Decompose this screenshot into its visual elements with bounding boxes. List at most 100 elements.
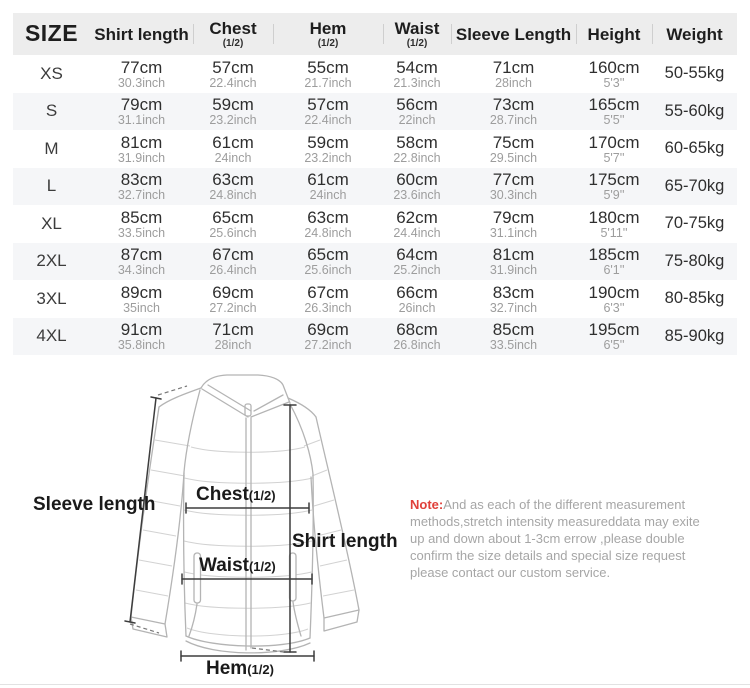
cm-value: 180cm [588,207,640,227]
table-row: 2XL 87cm 34.3inch 67cm 26.4inch 65cm 25.6inch 6… [13,242,737,281]
measure-cell: 190cm 6'3'' [576,280,652,318]
inch-value: 26.4inch [209,263,257,278]
inch-value: 24inch [214,150,252,165]
inch-value: 31.9inch [117,150,166,165]
cm-value: 59cm [307,132,349,152]
table-row: 4XL 91cm 35.8inch 71cm 28inch 69cm 27.2inch 68c… [13,317,737,356]
cm-value: 55cm [307,57,349,77]
table-row: XS 77cm 30.3inch 57cm 22.4inch 55cm 21.7inch 54… [13,55,737,93]
table-row: M 81cm 31.9inch 61cm 24inch 59cm 23.2inch 58cm 2… [13,130,737,168]
bottom-divider [0,684,750,685]
weight-cell: 55-60kg [664,101,725,120]
cm-value: 65cm [307,245,349,265]
inch-value: 28.7inch [489,113,538,128]
measure-cell: 56cm 22inch [383,93,451,131]
weight-cell: 85-90kg [664,326,725,345]
inch-value: 32.7inch [489,300,538,315]
sleeve-length-line [129,397,157,623]
weight-cell: 80-85kg [664,289,725,308]
inch-value: 23.2inch [304,150,352,165]
inch-value: 25.2inch [393,263,441,278]
cm-value: 57cm [307,95,349,115]
cm-value: 69cm [307,320,349,340]
cm-value: 83cm [120,170,163,190]
cm-value: 61cm [307,170,349,190]
cm-value: 63cm [212,170,254,190]
chest-text: Chest [196,484,249,505]
inch-value: 29.5inch [489,150,538,165]
measure-cell: 65cm 25.6inch [273,243,383,281]
measure-cell: 71cm 28inch [451,55,576,93]
measure-cell: 87cm 34.3inch [90,243,193,281]
size-label: S [45,101,58,121]
inch-value: 33.5inch [117,225,166,240]
cm-value: 75cm [492,132,535,152]
inch-value: 26.8inch [393,338,441,353]
inch-value: 21.7inch [304,75,352,90]
measure-cell: 77cm 30.3inch [451,168,576,206]
inch-value: 26inch [398,300,436,315]
measure-cell: 175cm 5'9'' [576,168,652,206]
inch-value: 34.3inch [117,263,166,278]
shirt-length-label: Shirt length [292,531,398,552]
waist-text: Waist [199,555,249,576]
cm-value: 56cm [396,95,438,115]
measure-cell: 81cm 31.9inch [90,130,193,168]
header-label: Weight [666,24,723,44]
measure-cell: 79cm 31.1inch [90,93,193,131]
weight-cell: 75-80kg [664,251,725,270]
inch-value: 22inch [398,113,436,128]
cm-value: 85cm [492,320,535,340]
measure-cell: 57cm 22.4inch [193,55,273,93]
header-label: Sleeve Length [455,24,572,44]
cm-value: 170cm [588,132,640,152]
size-label: 2XL [36,251,67,271]
size-label: 4XL [36,326,67,346]
cm-value: 185cm [588,245,640,265]
measure-cell: 89cm 35inch [90,280,193,318]
cm-value: 77cm [120,57,163,77]
cm-value: 85cm [120,207,163,227]
cm-value: 165cm [588,95,640,115]
inch-value: 30.3inch [489,188,538,203]
cm-value: 63cm [307,207,349,227]
measure-cell: 61cm 24inch [273,168,383,206]
cm-value: 190cm [588,282,640,302]
weight-cell: 70-75kg [664,214,725,233]
measurement-note: Note:And as each of the different measur… [410,496,702,581]
measure-cell: 67cm 26.4inch [193,243,273,281]
inch-value: 30.3inch [117,75,166,90]
measure-cell: 57cm 22.4inch [273,93,383,131]
measure-cell: 69cm 27.2inch [273,318,383,356]
inch-value: 31.1inch [117,113,166,128]
cm-value: 57cm [212,57,254,77]
cm-value: 81cm [120,132,163,152]
cm-value: 62cm [396,207,438,227]
measurement-lines [124,396,315,662]
column-header-size: SIZE [13,13,90,55]
measure-cell: 69cm 27.2inch [193,280,273,318]
inch-value: 23.2inch [209,113,257,128]
inch-value: 27.2inch [304,338,352,353]
column-header-hem: Hem (1/2) [273,13,383,55]
header-label: Hem [309,18,347,38]
header-label: Shirt length [94,24,189,44]
header-sublabel: (1/2) [317,37,339,49]
inch-value: 22.4inch [209,75,257,90]
table-header-row: SIZE Shirt length Chest (1/2) Hem (1/2) Wa… [13,13,737,55]
cm-value: 79cm [120,95,163,115]
cm-value: 160cm [588,57,640,77]
size-label: XS [40,63,63,83]
inch-value: 5'3'' [603,75,625,90]
measure-cell: 170cm 5'7'' [576,130,652,168]
measure-cell: 185cm 6'1'' [576,243,652,281]
sleeve-length-text: Sleeve length [33,494,156,515]
inch-value: 23.6inch [393,188,441,203]
measure-cell: 63cm 24.8inch [193,168,273,206]
inch-value: 6'1'' [603,263,625,278]
inch-value: 5'7'' [603,150,625,165]
weight-cell: 65-70kg [664,176,725,195]
measure-cell: 59cm 23.2inch [193,93,273,131]
cm-value: 64cm [396,245,438,265]
